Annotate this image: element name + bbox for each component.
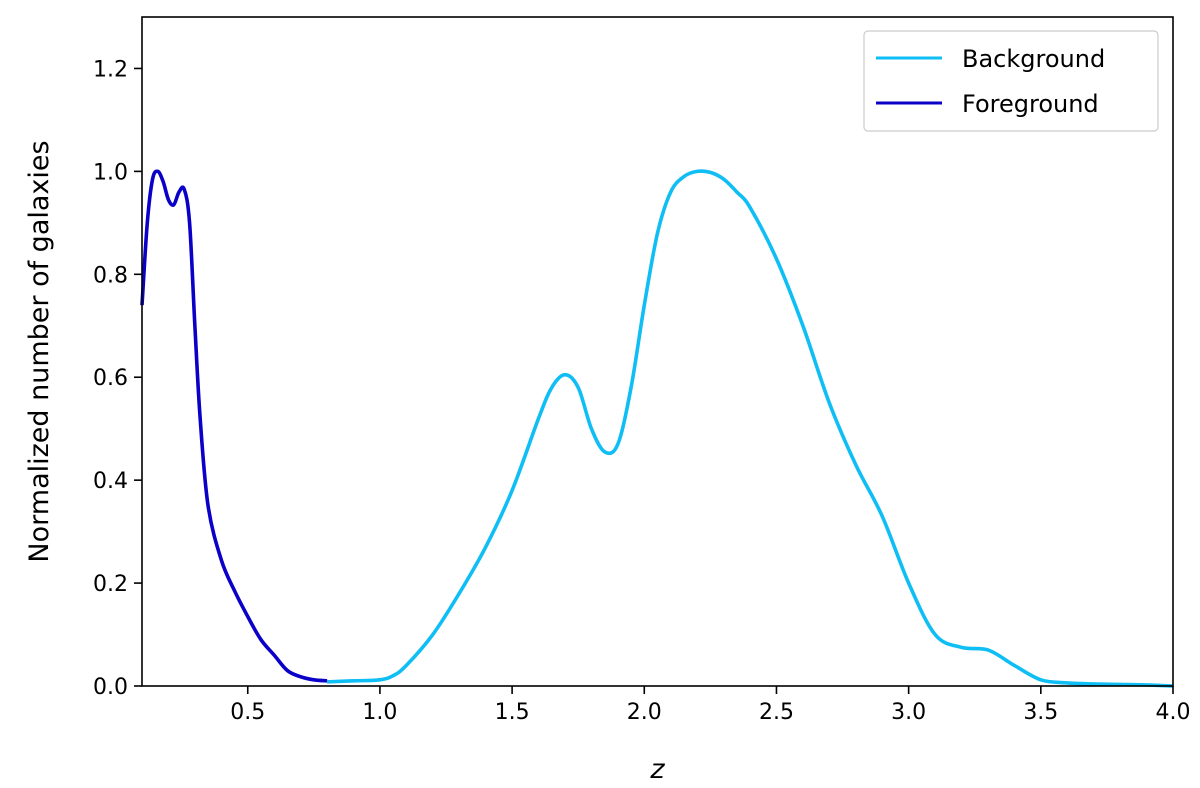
x-tick-label: 1.5 [495,700,530,725]
series-line-background [326,169,1174,688]
legend: Background Foreground [863,30,1159,132]
y-tick-label: 0.2 [93,572,128,597]
x-axis-label: z [649,754,665,785]
y-tick-label: 0.6 [93,366,128,391]
plot-area-frame [141,16,1174,687]
series-layer [140,169,1174,688]
series-line-foreground [140,169,328,683]
legend-entry-background: Background [962,45,1105,73]
y-axis-label: Normalized number of galaxies [24,140,55,562]
y-tick-label: 1.2 [93,57,128,82]
x-tick-label: 4.0 [1156,700,1191,725]
x-tick-label: 3.0 [891,700,926,725]
y-tick-label: 0.4 [93,469,128,494]
y-tick-label: 0.8 [93,263,128,288]
legend-box [863,30,1159,132]
x-tick-label: 2.5 [759,700,794,725]
y-tick-label: 1.0 [93,160,128,185]
y-tick-label: 0.0 [93,675,128,700]
x-tick-label: 2.0 [627,700,662,725]
x-tick-label: 0.5 [230,700,265,725]
x-tick-label: 3.5 [1023,700,1058,725]
x-tick-label: 1.0 [362,700,397,725]
axis-ticks: 0.5 1.0 1.5 2.0 2.5 3.0 3.5 4.0 0.0 0.2 0.4 0.6 0.8 1… [93,57,1191,725]
legend-entry-foreground: Foreground [962,90,1099,118]
